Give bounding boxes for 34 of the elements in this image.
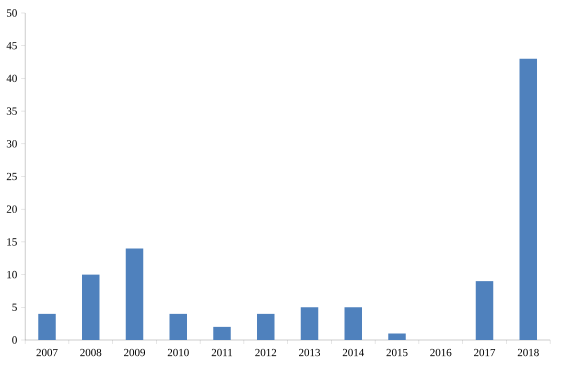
y-tick-label: 25 xyxy=(6,172,17,180)
x-tick-label: 2018 xyxy=(518,348,539,356)
x-tick-label: 2010 xyxy=(168,348,189,356)
bar xyxy=(170,314,187,340)
bar xyxy=(300,307,318,340)
x-tick-label: 2011 xyxy=(212,348,232,356)
y-tick-label: 40 xyxy=(6,74,17,82)
x-tick-label: 2009 xyxy=(124,348,146,356)
x-tick-label: 2016 xyxy=(430,348,452,356)
bar xyxy=(82,274,100,340)
bar xyxy=(213,326,231,340)
y-tick-label: 30 xyxy=(6,140,17,148)
y-tick-label: 45 xyxy=(6,42,17,50)
x-tick-label: 2015 xyxy=(386,348,408,356)
x-tick-label: 2007 xyxy=(36,348,58,356)
y-tick-label: 5 xyxy=(12,304,17,311)
bar xyxy=(388,333,406,340)
y-tick-label: 20 xyxy=(6,206,17,213)
bar xyxy=(344,307,362,340)
y-tick-label: 10 xyxy=(7,270,17,278)
bar xyxy=(126,248,144,340)
x-tick-label: 2013 xyxy=(299,348,320,356)
y-tick-label: 0 xyxy=(12,336,17,344)
x-tick-label: 2014 xyxy=(342,348,364,356)
x-tick-label: 2017 xyxy=(474,348,496,356)
y-tick-label: 15 xyxy=(7,238,17,246)
x-tick-label: 2012 xyxy=(255,348,276,356)
y-tick-label: 50 xyxy=(6,9,17,17)
x-tick-label: 2008 xyxy=(80,348,102,356)
bar xyxy=(476,281,494,340)
bar xyxy=(38,314,56,340)
y-tick-label: 35 xyxy=(6,107,17,115)
bar xyxy=(257,314,275,340)
bar xyxy=(520,58,538,340)
